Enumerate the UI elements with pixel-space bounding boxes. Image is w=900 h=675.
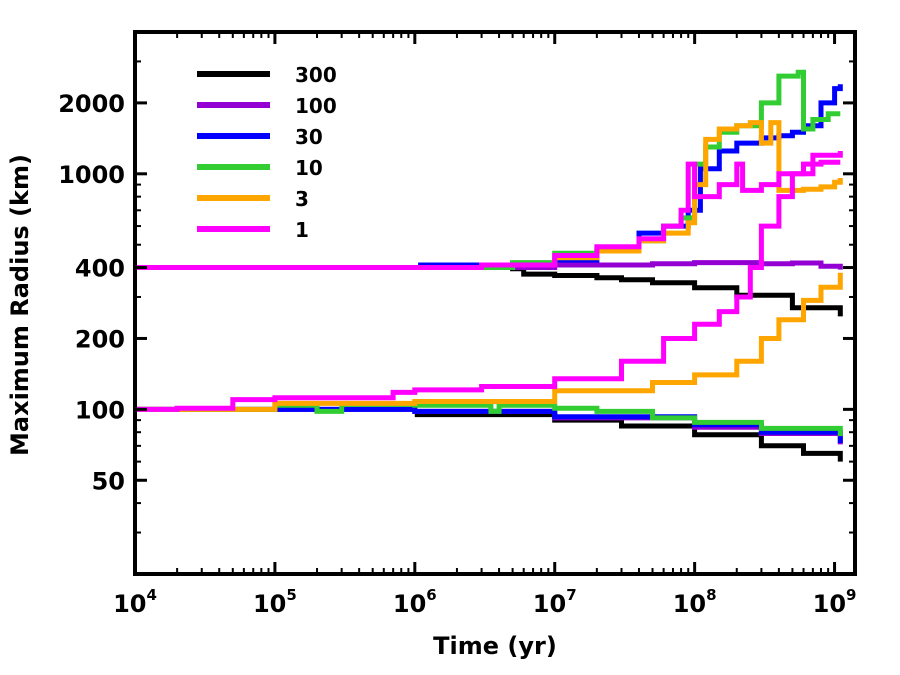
x-tick-label: 107	[533, 586, 577, 618]
legend-item-10: 10	[197, 156, 323, 180]
legend: 300 100 30 10 3 1	[197, 63, 337, 242]
y-tick-label: 100	[75, 396, 125, 424]
y-tick-label: 200	[75, 325, 125, 353]
y-tick-label: 400	[75, 255, 125, 283]
legend-item-300: 300	[197, 63, 337, 87]
y-tick-label: 50	[92, 467, 125, 495]
y-axis-title: Maximum Radius (km)	[6, 154, 34, 456]
x-tick-label: 109	[813, 586, 857, 618]
series-1-line-1	[135, 159, 841, 270]
legend-item-3: 3	[197, 187, 309, 211]
legend-label: 10	[295, 156, 323, 180]
x-tick-label: 106	[393, 586, 437, 618]
y-tick-label: 2000	[58, 90, 125, 118]
legend-label: 100	[295, 94, 337, 118]
legend-item-100: 100	[197, 94, 337, 118]
legend-item-1: 1	[197, 218, 309, 242]
x-tick-label: 104	[113, 586, 157, 618]
x-tick-label: 108	[673, 586, 717, 618]
series-10-line-2	[135, 401, 843, 437]
plot-frame	[133, 30, 857, 576]
x-tick-label: 105	[253, 586, 297, 618]
legend-label: 30	[295, 125, 323, 149]
series-1	[135, 151, 843, 412]
series-layer	[135, 69, 843, 462]
legend-label: 1	[295, 218, 309, 242]
legend-label: 300	[295, 63, 337, 87]
series-1-line-2	[135, 151, 843, 412]
y-tick-label: 1000	[58, 161, 125, 189]
legend-label: 3	[295, 187, 309, 211]
legend-item-30: 30	[197, 125, 323, 149]
ticks-layer: 50 100 200 400 1000 2000 104 105 106 107 108 109	[58, 31, 857, 618]
series-300-line-2	[414, 412, 843, 462]
x-axis-title: Time (yr)	[433, 632, 557, 660]
series-3-line-2	[135, 272, 843, 412]
